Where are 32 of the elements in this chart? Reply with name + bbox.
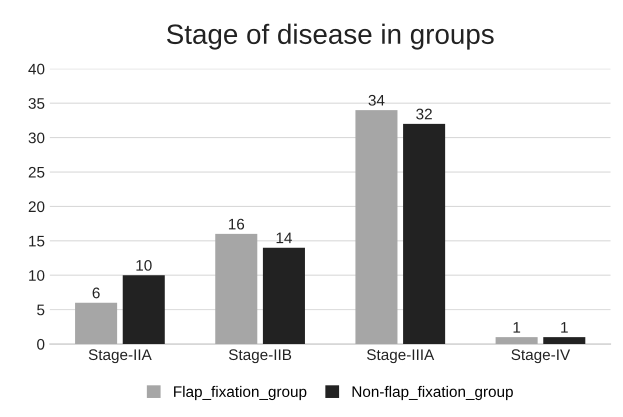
y-tick-label: 0 bbox=[37, 338, 44, 350]
bar bbox=[496, 337, 538, 344]
y-tick-label: 25 bbox=[28, 166, 44, 178]
bar bbox=[122, 275, 165, 344]
bar bbox=[403, 124, 446, 344]
data-label: 32 bbox=[416, 108, 432, 120]
bar bbox=[75, 302, 118, 344]
bar bbox=[355, 110, 398, 344]
y-tick-label: 40 bbox=[28, 64, 44, 74]
bar bbox=[262, 248, 305, 344]
data-label: 16 bbox=[228, 218, 244, 230]
data-label: 1 bbox=[514, 322, 520, 333]
data-label: 1 bbox=[561, 322, 568, 333]
bar bbox=[543, 337, 586, 344]
y-tick-label: 30 bbox=[28, 132, 44, 144]
x-tick-label: Stage-IIIA bbox=[367, 349, 434, 364]
legend-label: Flap_fixation_group bbox=[174, 386, 306, 400]
x-tick-label: Stage-IIA bbox=[88, 349, 152, 364]
data-label: 14 bbox=[276, 232, 292, 244]
data-label: 34 bbox=[368, 94, 384, 106]
y-tick-label: 5 bbox=[37, 304, 44, 316]
y-tick-label: 35 bbox=[28, 98, 44, 109]
y-tick-label: 10 bbox=[29, 270, 44, 281]
legend-label: Non-flap_fixation_group bbox=[352, 386, 513, 400]
x-tick-label: Stage-IIB bbox=[228, 349, 292, 364]
y-tick-label: 20 bbox=[28, 201, 44, 212]
data-label: 10 bbox=[136, 260, 152, 271]
x-tick-label: Stage-IV bbox=[511, 349, 570, 364]
chart-title: Stage of disease in groups bbox=[167, 24, 494, 50]
y-tick-label: 15 bbox=[29, 236, 44, 247]
bar bbox=[215, 234, 258, 344]
data-label: 6 bbox=[92, 288, 100, 298]
